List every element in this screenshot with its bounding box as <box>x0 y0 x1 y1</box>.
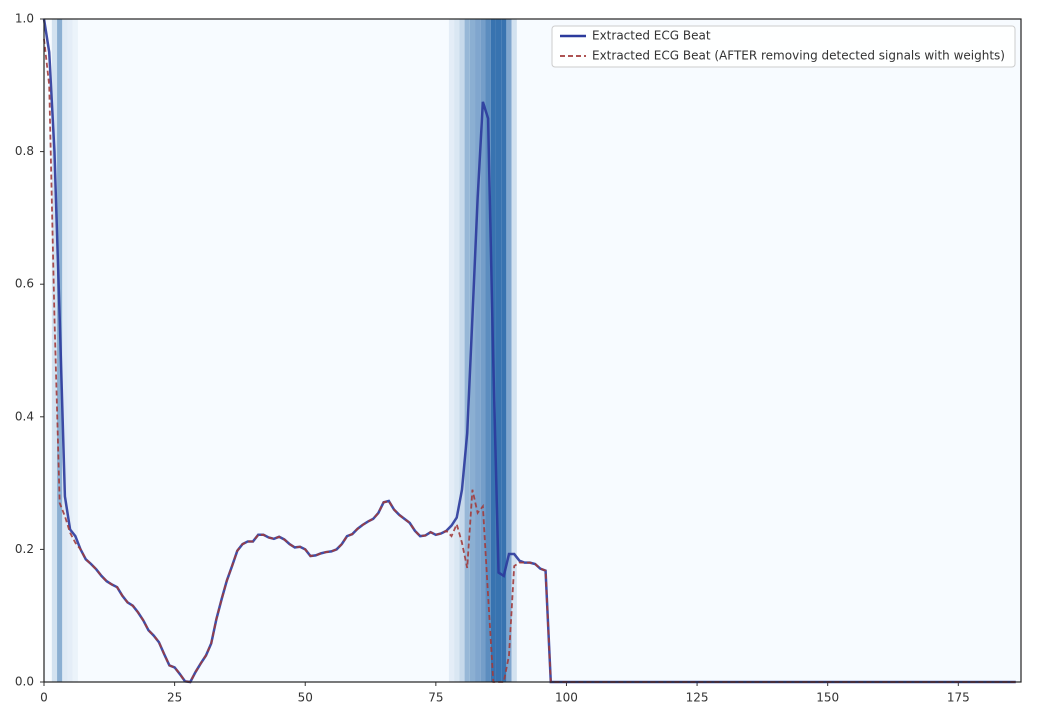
x-tick-label: 125 <box>686 691 709 705</box>
x-tick-label: 50 <box>298 691 313 705</box>
weight-band <box>485 19 491 682</box>
weight-band <box>469 19 476 682</box>
x-tick-label: 0 <box>40 691 48 705</box>
weight-band <box>454 19 460 682</box>
weight-band <box>480 19 486 682</box>
weight-band <box>448 19 455 682</box>
plot-background <box>44 19 1021 682</box>
weight-band <box>62 19 68 682</box>
weight-band <box>475 19 481 682</box>
y-tick-label: 0.2 <box>15 542 34 556</box>
weight-band <box>511 19 517 682</box>
plot-frame <box>43 18 1022 683</box>
y-tick-label: 1.0 <box>15 12 34 26</box>
legend-label: Extracted ECG Beat (AFTER removing detec… <box>592 49 1005 63</box>
weight-band <box>459 19 465 682</box>
x-tick-label: 150 <box>816 691 839 705</box>
x-tick-label: 100 <box>555 691 578 705</box>
x-tick-label: 25 <box>167 691 182 705</box>
weight-band <box>51 19 58 682</box>
weight-band <box>501 19 507 682</box>
legend-label: Extracted ECG Beat <box>592 29 711 43</box>
legend: Extracted ECG Beat Extracted ECG Beat (AF… <box>551 25 1016 68</box>
y-tick-label: 0.4 <box>15 409 34 423</box>
weight-band <box>464 19 470 682</box>
y-tick-label: 0.0 <box>15 675 34 689</box>
y-tick-label: 0.6 <box>15 277 34 291</box>
legend-box <box>551 25 1016 68</box>
x-tick-label: 175 <box>947 691 970 705</box>
weight-band <box>67 19 73 682</box>
weight-band <box>506 19 512 682</box>
weight-band <box>72 19 78 682</box>
y-tick-label: 0.8 <box>15 144 34 158</box>
x-tick-label: 75 <box>428 691 443 705</box>
weight-band <box>495 19 502 682</box>
